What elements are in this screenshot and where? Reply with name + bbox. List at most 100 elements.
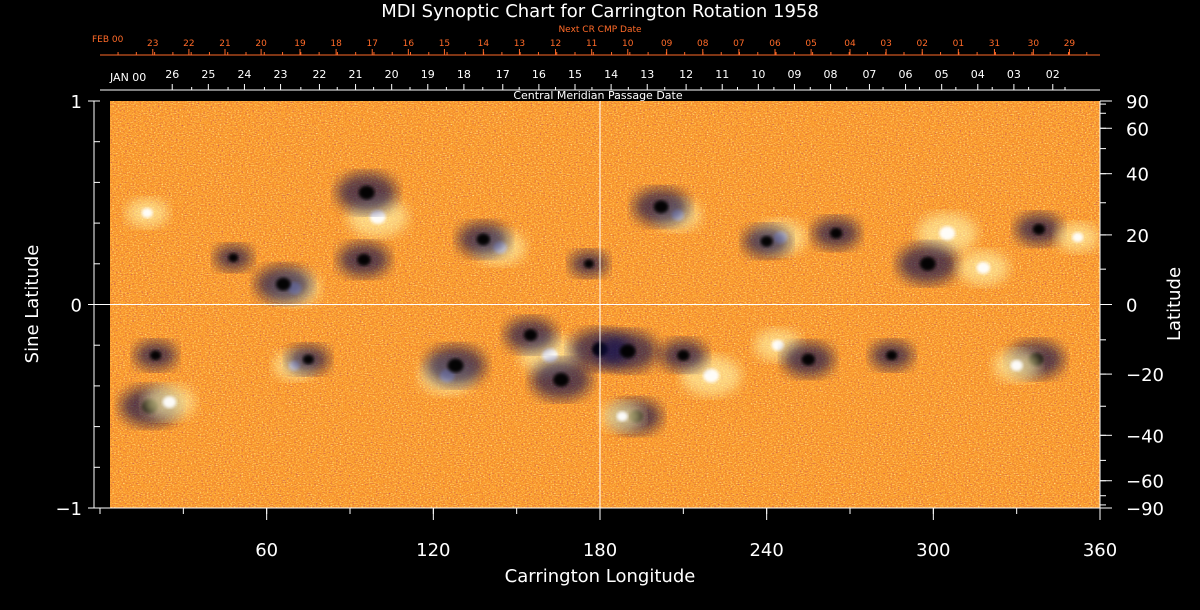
y-right-tick-label: 20 (1126, 226, 1149, 247)
x-tick-label: 300 (916, 540, 950, 561)
active-region-negative-core (801, 353, 816, 366)
cmp-date-label: 10 (751, 68, 765, 81)
next-cr-date-label: 08 (697, 39, 709, 49)
cmp-date-label: 23 (274, 68, 288, 81)
active-region-positive-core (976, 261, 991, 274)
active-region-negative-core (583, 259, 594, 269)
active-region-positive-core (616, 411, 628, 422)
x-tick-label: 240 (749, 540, 783, 561)
active-region-negative-core (886, 350, 898, 361)
active-region-negative-core (677, 349, 690, 361)
active-region-negative-core (829, 227, 843, 239)
next-cr-start-label: FEB 00 (92, 35, 124, 45)
y-right-tick-label: 90 (1126, 92, 1149, 113)
active-region-negative-core (358, 185, 375, 200)
next-cr-axis-label: Next CR CMP Date (558, 25, 642, 35)
active-region-negative-core (523, 329, 538, 342)
active-region-negative-core (149, 350, 162, 361)
next-cr-date-label: 11 (586, 39, 597, 49)
active-region-positive-core (771, 339, 784, 351)
next-cr-date-label: 23 (147, 39, 158, 49)
active-region-positive-core (939, 226, 956, 241)
cmp-date-label: 13 (640, 68, 654, 81)
x-tick-label: 120 (416, 540, 450, 561)
active-region-negative-core (476, 233, 491, 246)
next-cr-date-label: 31 (989, 39, 1000, 49)
active-region-negative-core (619, 344, 636, 359)
next-cr-date-label: 21 (219, 39, 230, 49)
active-region-positive-core (703, 368, 720, 383)
cmp-date-label: 07 (862, 68, 876, 81)
y-right-tick-label: 0 (1126, 296, 1137, 317)
cmp-date-label: 17 (496, 68, 510, 81)
cmp-date-label: 20 (385, 68, 399, 81)
active-region-positive-core (141, 207, 153, 218)
y-axis-left-title: Sine Latitude (22, 245, 43, 364)
next-cr-date-label: 01 (953, 39, 964, 49)
next-cr-date-label: 07 (733, 39, 744, 49)
cmp-date-label: 15 (568, 68, 582, 81)
cmp-date-label: 26 (165, 68, 179, 81)
y-axis-right-title: Latitude (1164, 267, 1185, 341)
next-cr-date-label: 16 (403, 39, 415, 49)
next-cr-date-label: 30 (1028, 39, 1040, 49)
active-region-negative-core (1032, 223, 1046, 235)
active-region-positive-core (1072, 232, 1084, 243)
cmp-date-label: 22 (312, 68, 326, 81)
next-cr-date-label: 29 (1064, 39, 1076, 49)
y-right-tick-label: −90 (1126, 499, 1164, 520)
next-cr-date-label: 20 (255, 39, 267, 49)
active-region-negative-core (275, 277, 291, 291)
cmp-date-label: 25 (201, 68, 215, 81)
y-right-tick-label: 40 (1126, 165, 1149, 186)
x-tick-label: 180 (583, 540, 617, 561)
cmp-date-label: 04 (971, 68, 985, 81)
active-region-positive-core (1010, 360, 1023, 372)
cmp-date-label: 09 (787, 68, 801, 81)
y-left-tick-label: 0 (71, 296, 82, 317)
next-cr-date-label: 19 (294, 39, 306, 49)
y-right-tick-label: −20 (1126, 365, 1164, 386)
y-right-tick-label: 60 (1126, 119, 1149, 140)
cmp-date-label: 16 (532, 68, 546, 81)
chart-title: MDI Synoptic Chart for Carrington Rotati… (381, 1, 819, 22)
active-region-negative-core (302, 354, 314, 365)
cmp-axis-label: Central Meridian Passage Date (513, 89, 682, 102)
next-cr-axis: Next CR CMP Date FEB 00 23 22 21 20 19 18 17 16… (92, 25, 1100, 56)
next-cr-date-label: 10 (622, 39, 634, 49)
cmp-date-label: 06 (899, 68, 913, 81)
active-region-negative-core (653, 200, 669, 214)
cmp-date-label: 19 (421, 68, 435, 81)
next-cr-date-label: 15 (439, 39, 450, 49)
cmp-date-label: 03 (1007, 68, 1021, 81)
next-cr-date-label: 14 (478, 39, 490, 49)
y-left-tick-label: 1 (71, 92, 82, 113)
cmp-date-label: 08 (824, 68, 838, 81)
cmp-start-label: JAN 00 (109, 71, 146, 84)
active-region-negative-core (228, 253, 239, 263)
active-region-positive-core (542, 348, 558, 363)
next-cr-date-label: 09 (661, 39, 673, 49)
x-tick-label: 360 (1083, 540, 1117, 561)
cmp-date-label: 14 (604, 68, 618, 81)
next-cr-date-label: 06 (769, 39, 781, 49)
next-cr-date-label: 18 (330, 39, 342, 49)
cmp-date-axis: JAN 00 26 25 24 23 22 21 20 19 18 17 16 15 14 13 12 11 1… (100, 68, 1100, 102)
cmp-date-label: 12 (679, 68, 693, 81)
y-left-tick-label: −1 (55, 499, 82, 520)
x-tick-label: 60 (255, 540, 278, 561)
y-right-tick-label: −40 (1126, 426, 1164, 447)
next-cr-date-label: 03 (880, 39, 891, 49)
plot-axes: 60 120 180 240 300 360 1 0 −1 90 60 40 20 0 −20 −40 −6… (55, 92, 1164, 561)
cmp-date-label: 18 (457, 68, 471, 81)
next-cr-date-label: 13 (514, 39, 525, 49)
next-cr-date-label: 05 (805, 39, 816, 49)
next-cr-date-label: 22 (183, 39, 194, 49)
y-right-tick-label: −60 (1126, 472, 1164, 493)
active-region-negative-core (760, 235, 773, 247)
active-region-negative-core (919, 256, 936, 271)
cmp-date-label: 11 (715, 68, 729, 81)
next-cr-date-label: 12 (550, 39, 561, 49)
next-cr-date-label: 17 (366, 39, 377, 49)
